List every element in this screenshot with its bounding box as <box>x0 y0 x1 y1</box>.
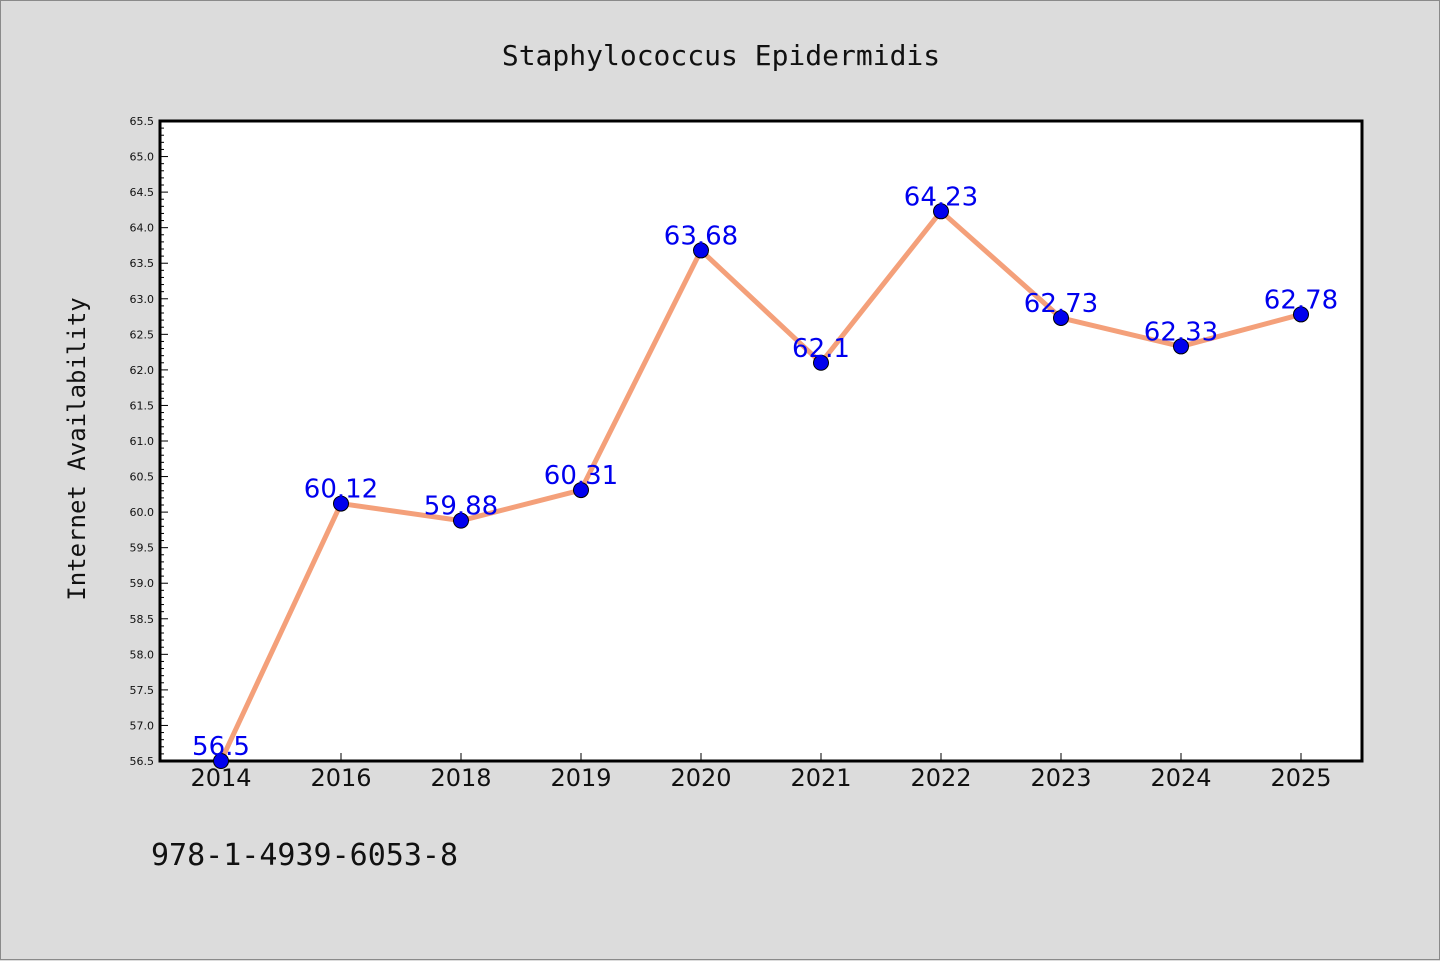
data-point <box>813 354 829 371</box>
x-tick-label: 2022 <box>910 764 971 792</box>
data-label: 59.88 <box>424 492 498 522</box>
y-tick-label: 60.0 <box>130 506 155 519</box>
chart-title: Staphylococcus Epidermidis <box>502 39 940 72</box>
y-tick-label: 64.0 <box>130 222 155 235</box>
y-tick-label: 64.5 <box>130 186 155 199</box>
y-tick-label: 59.0 <box>130 577 155 590</box>
data-label: 56.5 <box>192 732 250 762</box>
y-tick-label: 59.5 <box>130 542 155 555</box>
y-tick-label: 62.0 <box>130 364 155 377</box>
y-tick-label: 60.5 <box>130 471 155 484</box>
y-tick-label: 65.5 <box>130 115 155 128</box>
y-tick-label: 62.5 <box>130 328 155 341</box>
data-point <box>453 512 469 529</box>
data-point <box>213 753 229 769</box>
data-label: 60.12 <box>304 475 378 505</box>
data-point <box>693 242 709 259</box>
y-tick-label: 61.5 <box>130 399 155 412</box>
x-tick-label: 2024 <box>1150 764 1211 792</box>
x-tick-label: 2016 <box>310 764 371 792</box>
data-label: 62.73 <box>1024 289 1098 319</box>
data-label: 63.68 <box>664 221 738 251</box>
x-tick-label: 2020 <box>670 764 731 792</box>
data-point <box>333 495 349 512</box>
y-tick-label: 56.5 <box>130 755 155 768</box>
data-label: 60.31 <box>544 461 618 491</box>
y-tick-label: 58.0 <box>130 648 155 661</box>
y-tick-label: 58.5 <box>130 613 155 626</box>
data-label: 62.1 <box>792 334 850 364</box>
x-axis: 2014 2016 2018 2019 2020 2021 2022 2023 2024 2025 <box>190 753 1332 792</box>
y-axis: 56.5 57.0 57.5 58.0 58.5 59.0 59.5 60.0 60.5 61.0… <box>130 115 168 768</box>
data-point <box>1173 338 1189 355</box>
plot-area <box>158 119 1364 763</box>
series-layer: 56.5 60.12 59.88 60.31 63.68 62.1 64.23 62.73 62… <box>192 182 1338 769</box>
x-tick-label: 2025 <box>1270 764 1331 792</box>
data-point <box>933 203 949 220</box>
x-tick-label: 2021 <box>790 764 851 792</box>
series-line <box>218 208 1304 764</box>
y-tick-label: 63.5 <box>130 257 155 270</box>
y-tick-label: 65.0 <box>130 151 155 164</box>
y-tick-label: 57.5 <box>130 684 155 697</box>
x-tick-label: 2018 <box>430 764 491 792</box>
data-point <box>573 482 589 499</box>
data-label: 64.23 <box>904 182 978 212</box>
y-axis-label: Internet Availability <box>63 297 91 600</box>
y-tick-label: 57.0 <box>130 719 155 732</box>
data-label: 62.33 <box>1144 317 1218 347</box>
x-tick-label: 2019 <box>550 764 611 792</box>
data-label: 62.78 <box>1264 285 1338 315</box>
y-tick-label: 63.0 <box>130 293 155 306</box>
footnote-isbn: 978-1-4939-6053-8 <box>151 838 458 873</box>
y-tick-label: 61.0 <box>130 435 155 448</box>
data-point <box>1293 306 1309 323</box>
data-point <box>1053 309 1069 326</box>
x-tick-label: 2023 <box>1030 764 1091 792</box>
